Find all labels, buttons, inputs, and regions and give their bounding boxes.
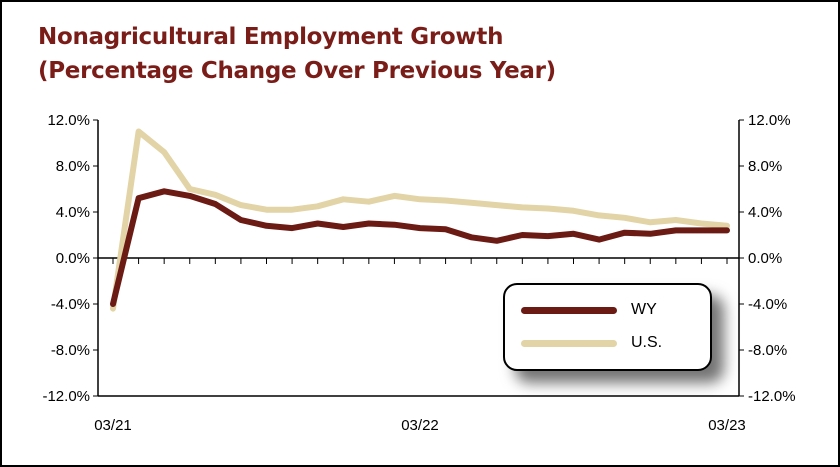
y-tick-label-left: 12.0% (47, 112, 90, 129)
chart-axes: -12.0% -12.0% -8.0% -8.0% -4.0% -4.0% 0.0% 0.0%… (42, 112, 795, 434)
x-tick-label: 03/21 (94, 417, 132, 434)
y-tick-label-left: 0.0% (56, 250, 90, 267)
legend-swatch-wy (521, 306, 617, 314)
chart-title-line1: Nonagricultural Employment Growth (38, 24, 504, 50)
y-tick-label-right: 8.0% (748, 158, 782, 175)
legend-label-us: U.S. (631, 334, 663, 351)
x-tick-label: 03/22 (401, 417, 439, 434)
x-tick-label: 03/23 (708, 417, 746, 434)
y-tick-label-right: -8.0% (748, 342, 787, 359)
chart-title-line2: (Percentage Change Over Previous Year) (38, 58, 556, 84)
chart-legend: WY U.S. (503, 283, 712, 371)
y-tick-label-left: 4.0% (56, 204, 90, 221)
legend-swatch-us (521, 339, 617, 347)
y-tick-label-left: -12.0% (42, 388, 90, 405)
y-tick-label-right: 4.0% (748, 204, 782, 221)
y-tick-label-right: 0.0% (748, 250, 782, 267)
y-tick-label-left: -4.0% (51, 296, 90, 313)
legend-item-us: U.S. (521, 331, 662, 355)
legend-item-wy: WY (521, 298, 657, 322)
legend-label-wy: WY (631, 301, 657, 318)
y-tick-label-left: -8.0% (51, 342, 90, 359)
y-tick-label-right: 12.0% (748, 112, 791, 129)
y-tick-label-right: -12.0% (748, 388, 796, 405)
y-tick-label-left: 8.0% (56, 158, 90, 175)
y-tick-label-right: -4.0% (748, 296, 787, 313)
chart-series (110, 128, 730, 312)
